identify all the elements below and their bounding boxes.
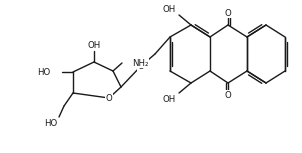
Text: O: O (225, 9, 231, 17)
Text: OH: OH (87, 41, 101, 50)
Text: O: O (225, 91, 231, 99)
Text: HO: HO (37, 67, 50, 76)
Text: OH: OH (162, 95, 176, 103)
Text: O: O (106, 93, 112, 103)
Text: O: O (138, 62, 144, 71)
Text: OH: OH (162, 4, 176, 13)
Text: NH₂: NH₂ (132, 58, 149, 67)
Text: HO: HO (44, 119, 58, 127)
